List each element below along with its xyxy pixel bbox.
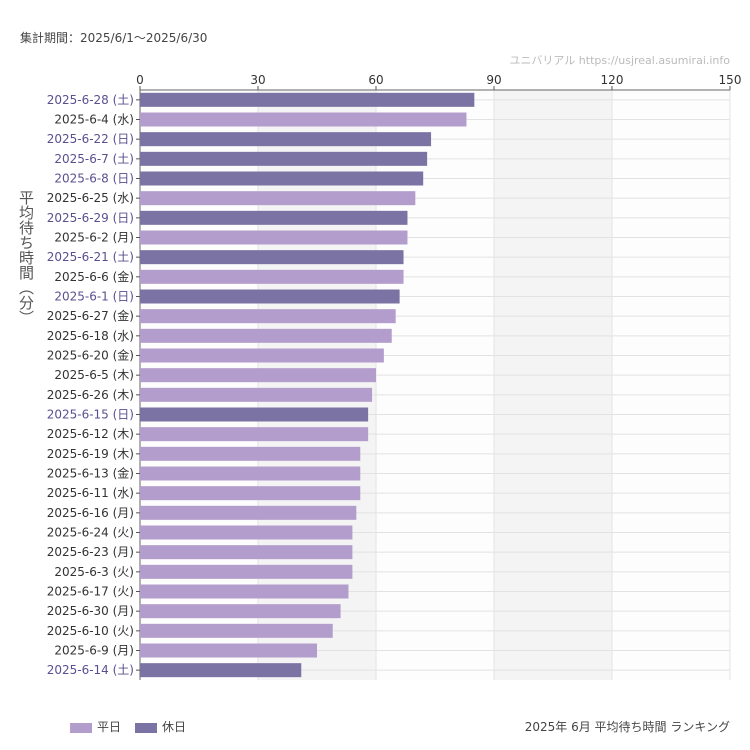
bar	[140, 643, 317, 658]
x-tick-label: 0	[136, 73, 144, 87]
chart-caption: 2025年 6月 平均待ち時間 ランキング	[524, 720, 730, 734]
bar	[140, 584, 349, 599]
bar	[140, 663, 302, 678]
bar	[140, 250, 404, 265]
category-label: 2025-6-3 (火)	[54, 565, 134, 579]
plot-background	[140, 90, 730, 680]
bar	[140, 230, 408, 245]
bar	[140, 328, 392, 343]
bar	[140, 112, 467, 127]
category-label: 2025-6-22 (日)	[47, 132, 134, 146]
x-tick-label: 90	[486, 73, 501, 87]
period-label: 集計期間：2025/6/1〜2025/6/30	[20, 31, 208, 45]
category-label: 2025-6-15 (日)	[47, 408, 134, 422]
bar	[140, 289, 400, 304]
legend-holiday-label: 休日	[162, 720, 187, 734]
bar	[140, 348, 384, 363]
category-label: 2025-6-30 (月)	[47, 604, 134, 618]
bar	[140, 486, 361, 501]
category-label: 2025-6-4 (水)	[54, 113, 134, 127]
bar	[140, 623, 333, 638]
bar	[140, 505, 357, 520]
bar	[140, 269, 404, 284]
bar	[140, 151, 428, 166]
y-axis-title: 平均待ち時間（分）	[17, 190, 35, 325]
legend: 平日 休日	[70, 718, 186, 735]
grid-band	[494, 90, 612, 680]
bar	[140, 368, 376, 383]
bar	[140, 564, 353, 579]
x-tick-label: 60	[368, 73, 383, 87]
bar	[140, 210, 408, 225]
category-label: 2025-6-27 (金)	[47, 308, 134, 323]
bar	[140, 191, 416, 206]
site-credit: ユニバリアル https://usjreal.asumirai.info	[509, 54, 730, 67]
category-label: 2025-6-8 (日)	[54, 172, 134, 186]
category-label: 2025-6-26 (木)	[47, 388, 134, 402]
bar	[140, 525, 353, 540]
category-label: 2025-6-6 (金)	[54, 269, 134, 284]
category-label: 2025-6-25 (水)	[47, 191, 134, 205]
bar	[140, 604, 341, 619]
category-label: 2025-6-13 (金)	[47, 466, 134, 481]
bar	[140, 387, 373, 402]
x-tick-label: 30	[250, 73, 265, 87]
bar	[140, 466, 361, 481]
bar	[140, 309, 396, 324]
category-label: 2025-6-18 (水)	[47, 329, 134, 343]
category-label: 2025-6-24 (火)	[47, 526, 134, 540]
category-label: 2025-6-21 (土)	[47, 250, 134, 264]
category-label: 2025-6-10 (火)	[47, 624, 134, 638]
category-label: 2025-6-23 (月)	[47, 545, 134, 559]
category-label: 2025-6-16 (月)	[47, 506, 134, 520]
category-label: 2025-6-11 (水)	[47, 486, 134, 500]
bar	[140, 407, 369, 422]
x-tick-label: 150	[719, 73, 742, 87]
bar	[140, 92, 475, 107]
bar	[140, 446, 361, 461]
bar	[140, 545, 353, 560]
category-label: 2025-6-20 (金)	[47, 348, 134, 363]
legend-holiday[interactable]: 休日	[135, 718, 186, 735]
bar	[140, 171, 424, 186]
category-label: 2025-6-17 (火)	[47, 585, 134, 599]
category-label: 2025-6-12 (木)	[47, 427, 134, 441]
legend-weekday[interactable]: 平日	[70, 718, 121, 735]
category-label: 2025-6-5 (木)	[54, 368, 134, 382]
legend-weekday-label: 平日	[97, 720, 122, 734]
grid-band	[258, 90, 376, 680]
category-label: 2025-6-1 (日)	[54, 290, 134, 304]
weekday-swatch	[70, 722, 92, 733]
category-label: 2025-6-7 (土)	[54, 152, 134, 166]
category-label: 2025-6-9 (月)	[54, 644, 134, 658]
holiday-swatch	[135, 722, 158, 733]
category-label: 2025-6-29 (日)	[47, 211, 134, 225]
category-label: 2025-6-2 (月)	[54, 231, 134, 245]
category-label: 2025-6-28 (土)	[47, 93, 134, 107]
bar	[140, 427, 369, 442]
x-tick-label: 120	[601, 73, 624, 87]
category-label: 2025-6-19 (木)	[47, 447, 134, 461]
bar	[140, 132, 432, 147]
category-label: 2025-6-14 (土)	[47, 663, 134, 677]
